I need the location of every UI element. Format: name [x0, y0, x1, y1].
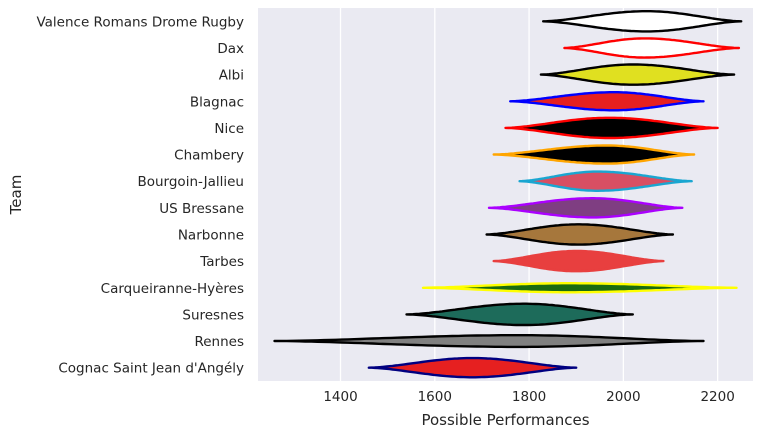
y-tick-label: Albi	[219, 68, 244, 84]
violin	[487, 196, 684, 219]
y-tick-label: Valence Romans Drome Rugby	[36, 14, 244, 30]
y-tick-label: Rennes	[194, 334, 244, 350]
y-tick-label: Nice	[214, 121, 244, 137]
violin	[485, 223, 675, 246]
x-tick-label: 1600	[418, 389, 452, 405]
violin	[542, 9, 743, 33]
violin	[492, 144, 696, 165]
violin	[504, 116, 719, 140]
violin	[405, 302, 634, 327]
violin	[539, 63, 736, 86]
x-tick-label: 1400	[323, 389, 357, 405]
violin	[518, 170, 693, 193]
violin	[509, 90, 705, 112]
y-tick-label: Bourgoin-Jallieu	[137, 174, 244, 190]
violin	[273, 334, 705, 349]
x-tick-label: 1800	[512, 389, 546, 405]
violin-series	[273, 9, 743, 379]
y-tick-label: Tarbes	[199, 254, 244, 270]
y-axis-title: Team	[7, 175, 25, 216]
y-tick-label: Chambery	[174, 148, 244, 164]
x-axis-title: Possible Performances	[421, 411, 589, 429]
x-tick-label: 2000	[606, 389, 640, 405]
violin	[492, 249, 665, 273]
y-tick-labels: Valence Romans Drome Rugby Dax Albi Blagnac…	[36, 14, 244, 376]
y-tick-label: Suresnes	[182, 307, 244, 323]
violin	[563, 37, 741, 59]
y-tick-label: Narbonne	[178, 227, 244, 243]
violin	[421, 282, 738, 294]
x-tick-labels: 1400 1600 1800 2000 2200	[323, 389, 735, 405]
x-tick-label: 2200	[700, 389, 734, 405]
violin	[367, 356, 578, 379]
y-tick-label: US Bressane	[159, 201, 244, 217]
y-tick-label: Dax	[217, 41, 244, 57]
y-tick-label: Blagnac	[190, 94, 244, 110]
y-tick-label: Carqueiranne-Hyères	[101, 281, 244, 297]
y-tick-label: Cognac Saint Jean d'Angély	[58, 361, 244, 377]
